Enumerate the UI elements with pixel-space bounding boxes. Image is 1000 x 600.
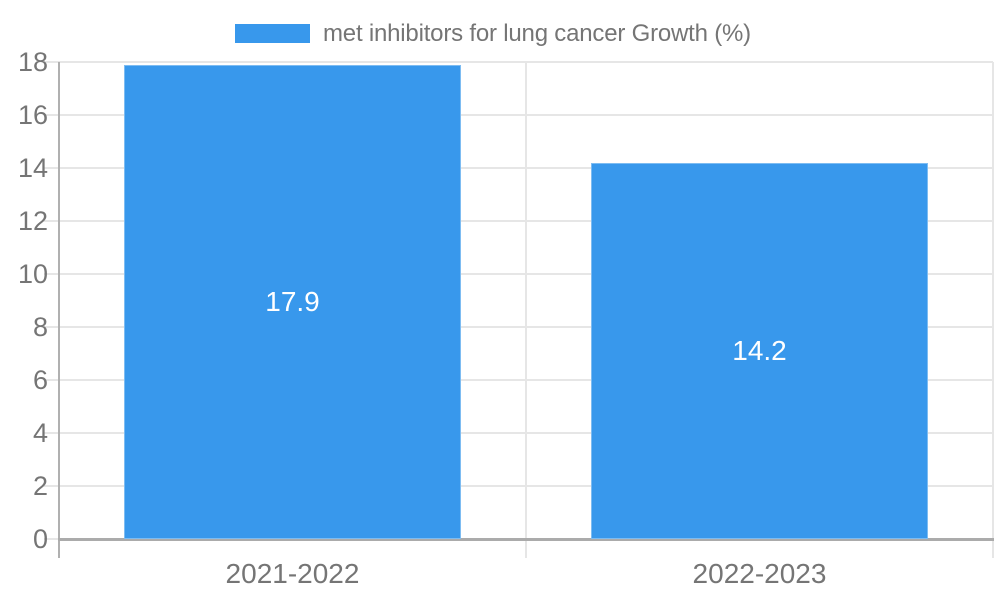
- y-tick-label: 14: [17, 153, 48, 183]
- chart-legend: met inhibitors for lung cancer Growth (%…: [0, 0, 1000, 55]
- x-tick-label: 2021-2022: [225, 558, 360, 589]
- bar-value-label: 17.9: [265, 285, 320, 317]
- legend-label: met inhibitors for lung cancer Growth (%…: [323, 20, 751, 47]
- y-tick-label: 0: [32, 524, 48, 554]
- y-gridline: [44, 326, 993, 328]
- bar-value-label: 14.2: [732, 334, 787, 366]
- y-tick-label: 6: [32, 365, 48, 395]
- y-tick-label: 18: [17, 47, 48, 77]
- y-gridline: [44, 220, 993, 222]
- category-boundary-gridline: [525, 62, 527, 558]
- y-tick-label: 10: [17, 259, 48, 289]
- y-tick-label: 4: [32, 418, 48, 448]
- y-tick-label: 2: [32, 471, 48, 501]
- x-tick-label: 2022-2023: [692, 558, 827, 589]
- bar: [591, 162, 928, 539]
- right-border-gridline: [992, 62, 994, 558]
- y-gridline: [44, 379, 993, 381]
- x-axis-baseline: [58, 538, 994, 541]
- y-gridline: [44, 432, 993, 434]
- y-tick-label: 8: [32, 312, 48, 342]
- y-tick-label: 16: [17, 100, 48, 130]
- y-axis-line: [58, 62, 60, 558]
- y-gridline: [44, 485, 993, 487]
- y-gridline: [44, 114, 993, 116]
- y-gridline: [44, 273, 993, 275]
- y-gridline: [44, 167, 993, 169]
- legend-swatch-icon: [235, 24, 310, 43]
- bar: [124, 64, 461, 539]
- y-gridline: [44, 61, 993, 63]
- y-tick-label: 12: [17, 206, 48, 236]
